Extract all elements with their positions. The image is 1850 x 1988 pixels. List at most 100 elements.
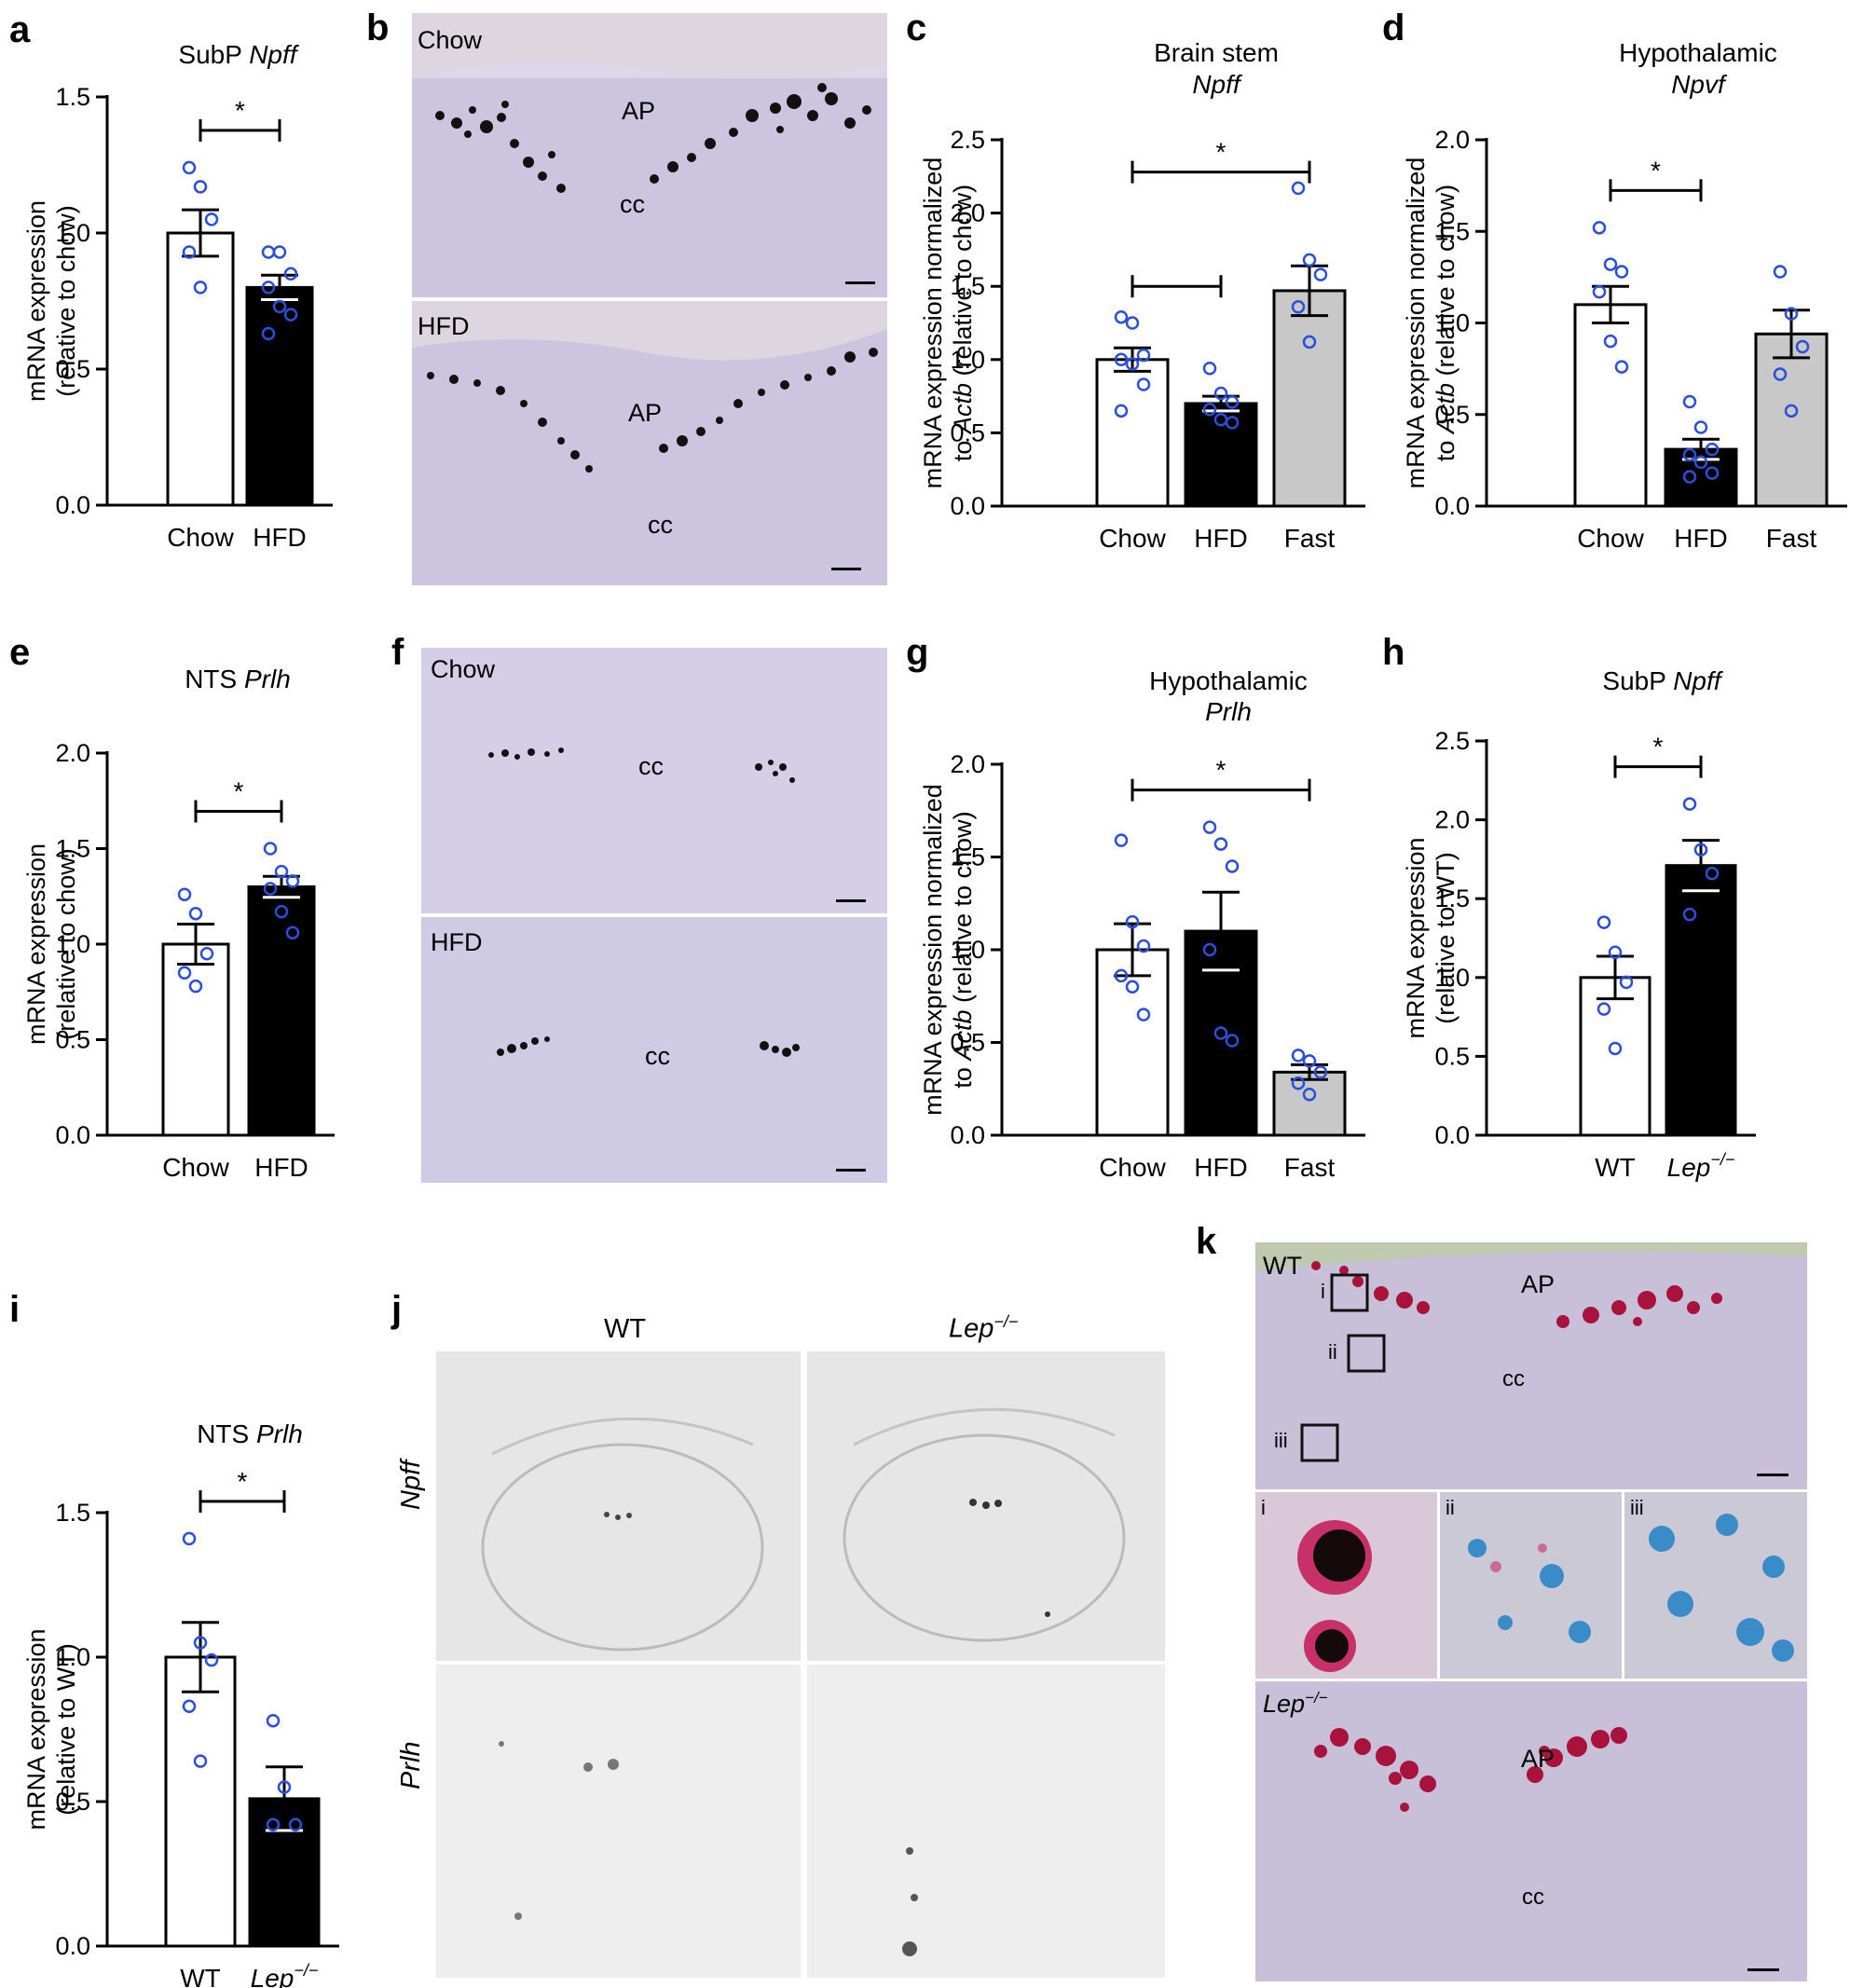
data-point-g [1225, 859, 1240, 873]
micrograph-k-box-ii-label: ii [1328, 1340, 1337, 1364]
y-tick-label-i: 0.0 [55, 1932, 90, 1960]
y-tick-label-c: 2.5 [950, 126, 985, 154]
data-point-c [1291, 299, 1306, 314]
panel-label-h: h [1382, 632, 1405, 673]
data-point-i [182, 1531, 197, 1546]
micrograph-k-wt: WT AP cc i ii iii [1255, 1242, 1807, 1489]
data-point-h [1693, 843, 1708, 857]
micrograph-k-cc-label: cc [1502, 1366, 1525, 1392]
micrograph-b-cc-label: cc [620, 190, 645, 218]
data-point-d [1693, 455, 1708, 470]
data-point-h [1608, 945, 1623, 959]
data-point-g [1313, 1065, 1328, 1079]
micrograph-j-npff-wt [436, 1351, 801, 1661]
chart-title-d: Hypothalamic [1619, 38, 1777, 67]
data-point-c [1125, 357, 1140, 371]
bar-e-0 [161, 942, 230, 1137]
y-tick-label-g: 1.5 [950, 843, 985, 871]
bar-d-2 [1754, 332, 1829, 508]
data-point-a [182, 160, 197, 175]
y-tick-label-a: 0.0 [55, 491, 90, 519]
scale-bar [1757, 1474, 1788, 1476]
y-tick-label-e: 0.0 [55, 1121, 90, 1149]
micrograph-f-cc-label: cc [638, 752, 664, 780]
micrograph-k-bottom-text: Lep [1263, 1690, 1306, 1718]
data-point-c [1313, 267, 1328, 281]
y-tick-label-d: 2.0 [1434, 126, 1470, 154]
micrograph-k-cc-label-2: cc [1522, 1885, 1544, 1910]
y-tick-label-h: 2.0 [1434, 806, 1470, 834]
data-point-i [193, 1754, 208, 1768]
data-point-i [266, 1817, 281, 1832]
micrograph-k-inset-ii: ii [1440, 1492, 1622, 1679]
data-point-a [261, 326, 276, 341]
data-point-c [1114, 309, 1129, 324]
micrograph-j-col2-sup: −/− [994, 1312, 1019, 1331]
micrograph-k-inset-i: i [1255, 1492, 1437, 1679]
significance-star-c: * [1216, 138, 1226, 167]
data-point-d [1784, 404, 1799, 418]
bar-h-1 [1665, 864, 1737, 1137]
micrograph-j-prlh-wt-image [499, 1741, 619, 1920]
panel-label-g: g [906, 632, 929, 673]
micrograph-j-npff-lep-image [843, 1407, 1126, 1642]
x-tick-label-c: Chow [1099, 524, 1166, 553]
data-point-c [1302, 335, 1317, 350]
data-point-i [288, 1817, 303, 1832]
data-point-c [1225, 395, 1240, 409]
x-tick-label-e: Chow [162, 1153, 229, 1182]
micrograph-k-lep-image [1314, 1727, 1627, 1812]
x-tick-label-i: Lep−/− [251, 1961, 319, 1988]
significance-star-h: * [1653, 733, 1664, 761]
chart-title-g: Hypothalamic [1149, 666, 1308, 695]
chart-title-h: SubP Npff [1602, 666, 1723, 695]
data-point-e [263, 842, 278, 856]
data-point-d [1682, 394, 1697, 409]
micrograph-j-col2-label: Lep−/− [949, 1312, 1018, 1345]
data-point-g [1114, 833, 1129, 847]
data-point-a [193, 281, 208, 295]
x-tick-label-g: Fast [1284, 1153, 1336, 1182]
y-tick-label-c: 1.5 [950, 272, 985, 300]
data-point-d [1682, 470, 1697, 484]
micrograph-b-hfd: HFD AP cc [412, 301, 887, 585]
x-tick-label-c: Fast [1284, 524, 1336, 553]
y-tick-label-h: 0.0 [1434, 1121, 1470, 1149]
data-point-g [1202, 942, 1217, 957]
micrograph-k-wt-image [1255, 1242, 1807, 1462]
micrograph-f-chow: Chow cc [421, 648, 887, 913]
x-tick-label-g: HFD [1194, 1153, 1248, 1182]
data-point-a [272, 299, 287, 314]
micrograph-f-top-label: Chow [431, 655, 496, 683]
y-tick-label-i: 0.5 [55, 1788, 90, 1816]
micrograph-k-box-i-label: i [1321, 1280, 1325, 1303]
panel-label-i: i [9, 1289, 21, 1330]
micrograph-f-chow-image [488, 747, 795, 783]
y-tick-label-g: 0.0 [950, 1121, 985, 1149]
bar-c-0 [1095, 358, 1170, 508]
data-point-c [1213, 386, 1228, 401]
scale-bar [845, 281, 875, 284]
micrograph-j-row2-label: Prlh [396, 1741, 426, 1789]
scale-bar [1747, 1968, 1779, 1971]
significance-star-e: * [234, 777, 244, 806]
y-tick-label-g: 0.5 [950, 1029, 985, 1057]
x-tick-label-c: HFD [1194, 524, 1248, 553]
data-point-d [1682, 447, 1697, 462]
significance-star-i: * [238, 1467, 248, 1496]
significance-star-a: * [235, 96, 245, 125]
data-point-d [1773, 265, 1788, 279]
micrograph-j-col2-text: Lep [949, 1313, 994, 1344]
chart-e: 0.0 0.5 1.0 1.5 2.0 mRNA expression (relative … [22, 665, 335, 1182]
data-point-e [199, 947, 214, 961]
data-point-d [1614, 265, 1629, 279]
data-point-g [1291, 1076, 1306, 1090]
bar-i-0 [164, 1655, 237, 1948]
micrograph-k-inset-i-label: i [1261, 1496, 1266, 1519]
chart-title-e: NTS Prlh [185, 665, 291, 693]
y-tick-label-c: 0.0 [950, 492, 985, 520]
data-point-c [1202, 402, 1217, 417]
micrograph-k-inset-i-image [1297, 1520, 1372, 1672]
data-point-g [1302, 1054, 1317, 1068]
